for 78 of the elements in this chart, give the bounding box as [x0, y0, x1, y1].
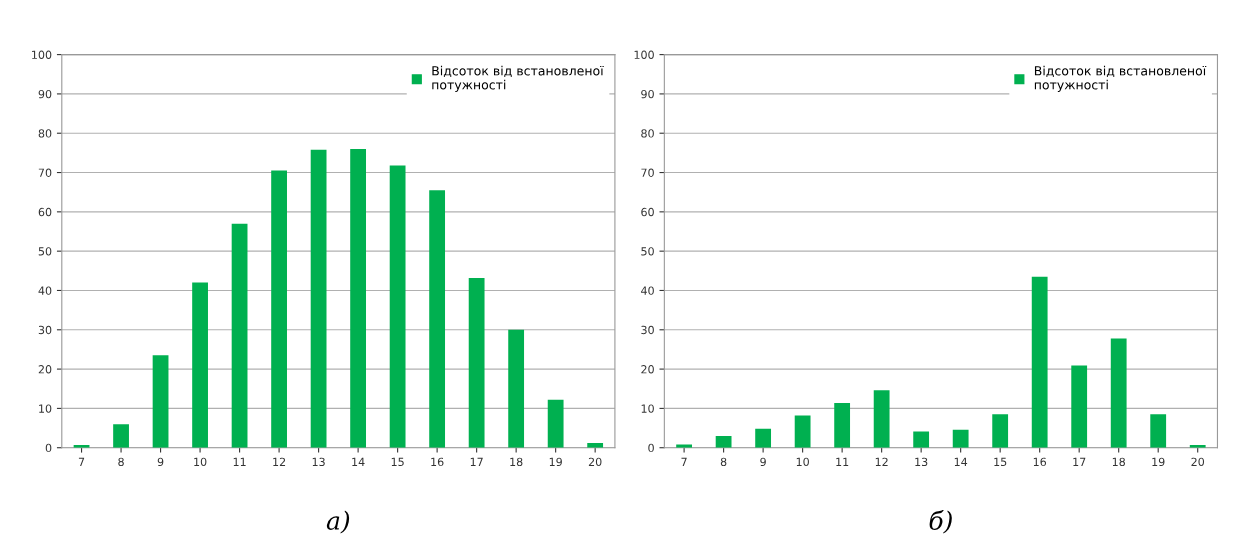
bar: [794, 415, 811, 448]
bar: [429, 190, 446, 448]
bar: [192, 282, 208, 448]
y-tick-label: 60: [641, 207, 654, 217]
y-tick-label: 10: [641, 404, 654, 413]
bar: [508, 329, 525, 448]
y-tick-label: 30: [641, 325, 654, 335]
y-tick-label: 70: [641, 168, 654, 177]
x-tick-label: 11: [836, 457, 849, 466]
x-tick-label: 14: [352, 457, 365, 466]
y-tick-label: 100: [634, 50, 654, 59]
x-tick-label: 17: [1073, 457, 1086, 466]
x-tick-label: 9: [157, 457, 164, 467]
bar: [468, 277, 485, 448]
bar: [913, 431, 930, 448]
bar: [873, 390, 890, 448]
bar: [389, 165, 406, 448]
x-tick-label: 16: [431, 457, 444, 467]
y-tick-label: 80: [38, 129, 52, 138]
x-tick-label: 9: [760, 457, 766, 467]
x-tick-label: 18: [510, 457, 523, 467]
y-tick-label: 80: [641, 129, 654, 138]
x-tick-label: 17: [470, 457, 483, 466]
bar: [271, 170, 287, 448]
x-tick-label: 15: [994, 457, 1007, 467]
y-tick-label: 40: [641, 286, 654, 295]
y-tick-label: 100: [32, 50, 52, 59]
x-tick-label: 13: [312, 457, 325, 467]
legend-label: Відсоток від встановленої потужності: [432, 65, 604, 92]
y-tick-label: 50: [641, 247, 654, 256]
bar: [834, 402, 851, 448]
x-tick-label: 20: [588, 457, 602, 467]
x-tick-label: 15: [391, 457, 404, 467]
y-tick-label: 20: [641, 365, 654, 374]
bar: [1110, 338, 1127, 448]
x-tick-label: 16: [1033, 457, 1047, 467]
y-tick-label: 0: [648, 443, 654, 453]
x-tick-label: 19: [549, 457, 562, 467]
bar: [992, 414, 1009, 448]
bar: [231, 223, 248, 448]
bar: [350, 148, 367, 448]
bar: [1031, 276, 1048, 448]
x-tick-label: 10: [796, 457, 809, 467]
y-tick-label: 10: [39, 404, 52, 413]
x-tick-label: 7: [681, 457, 687, 466]
bar: [1150, 414, 1167, 448]
x-tick-label: 20: [1191, 457, 1205, 467]
text: а): [326, 510, 350, 534]
bar: [547, 399, 564, 448]
y-tick-label: 70: [38, 168, 52, 177]
bar: [952, 429, 969, 448]
y-tick-label: 50: [38, 247, 52, 256]
y-tick-label: 40: [38, 286, 52, 295]
bar: [113, 424, 129, 448]
y-tick-label: 20: [38, 365, 52, 374]
text: б): [929, 509, 952, 534]
bar: [715, 435, 732, 448]
x-tick-label: 14: [954, 457, 968, 466]
bar: [310, 149, 327, 448]
x-tick-label: 7: [78, 457, 85, 466]
y-tick-label: 30: [38, 325, 52, 335]
y-tick-label: 90: [38, 89, 52, 99]
y-tick-label: 60: [38, 207, 52, 217]
y-tick-label: 90: [641, 89, 654, 99]
x-tick-label: 13: [915, 457, 928, 467]
x-tick-label: 12: [273, 457, 286, 466]
x-tick-label: 10: [194, 457, 207, 467]
x-tick-label: 12: [875, 457, 888, 466]
x-tick-label: 11: [233, 457, 246, 466]
x-tick-label: 19: [1152, 457, 1165, 467]
bar: [1071, 365, 1088, 448]
y-tick-label: 0: [45, 443, 52, 453]
x-tick-label: 8: [720, 457, 727, 467]
x-tick-label: 18: [1112, 457, 1125, 467]
legend-label: Відсоток від встановленої потужності: [1034, 65, 1207, 92]
x-tick-label: 8: [118, 457, 124, 467]
bar: [152, 355, 169, 448]
bar: [755, 428, 772, 448]
